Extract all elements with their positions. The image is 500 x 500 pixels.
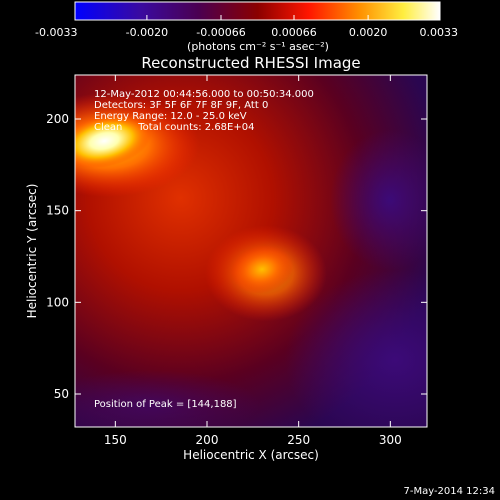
x-tick-label: 150 [104,433,127,447]
annotation-peak-position: Position of Peak = [144,188] [94,399,237,410]
annotation-time-range: 12-May-2012 00:44:56.000 to 00:50:34.000 [94,89,314,100]
source-layer [75,93,327,322]
y-tick-label: 200 [46,112,69,126]
heatmap-image [75,75,427,427]
colorbar-tick-label: 0.0033 [420,26,459,39]
x-tick-label: 200 [196,433,219,447]
y-tick-label: 100 [46,295,69,309]
colorbar-tick-label: -0.0033 [35,26,77,39]
annotation-method-counts: Clean Total counts: 2.68E+04 [94,122,254,133]
colorbar-tick-label: -0.0020 [126,26,168,39]
x-tick-label: 300 [379,433,402,447]
y-tick-label: 150 [46,204,69,218]
annotation-energy-range: Energy Range: 12.0 - 25.0 keV [94,111,247,122]
colorbar-ticks [74,15,441,20]
colorbar-tick-labels: -0.0033 -0.0020 -0.00066 0.00066 0.0020 0.003… [35,26,458,39]
colorbar-tick-label: 0.0020 [349,26,388,39]
axis-tick-labels: 150 200 250 300 50 100 150 200 [46,112,402,447]
x-tick-label: 250 [287,433,310,447]
source-core [230,244,294,294]
chart-title: Reconstructed RHESSI Image [141,54,360,72]
y-axis-label: Heliocentric Y (arcsec) [25,184,39,319]
colorbar-tick-label: -0.00066 [196,26,245,39]
y-tick-label: 50 [54,387,69,401]
colorbar-tick-label: 0.00066 [271,26,317,39]
axis-ticks [75,75,427,427]
colorbar [74,1,441,21]
footer-date: 7-May-2014 12:34 [403,486,495,497]
source-core [75,113,152,169]
plot-frame [74,74,428,428]
annotation-detectors: Detectors: 3F 5F 6F 7F 8F 9F, Att 0 [94,100,268,111]
colorbar-unit-label: (photons cm⁻² s⁻¹ asec⁻²) [187,40,329,53]
x-axis-label: Heliocentric X (arcsec) [183,448,319,462]
